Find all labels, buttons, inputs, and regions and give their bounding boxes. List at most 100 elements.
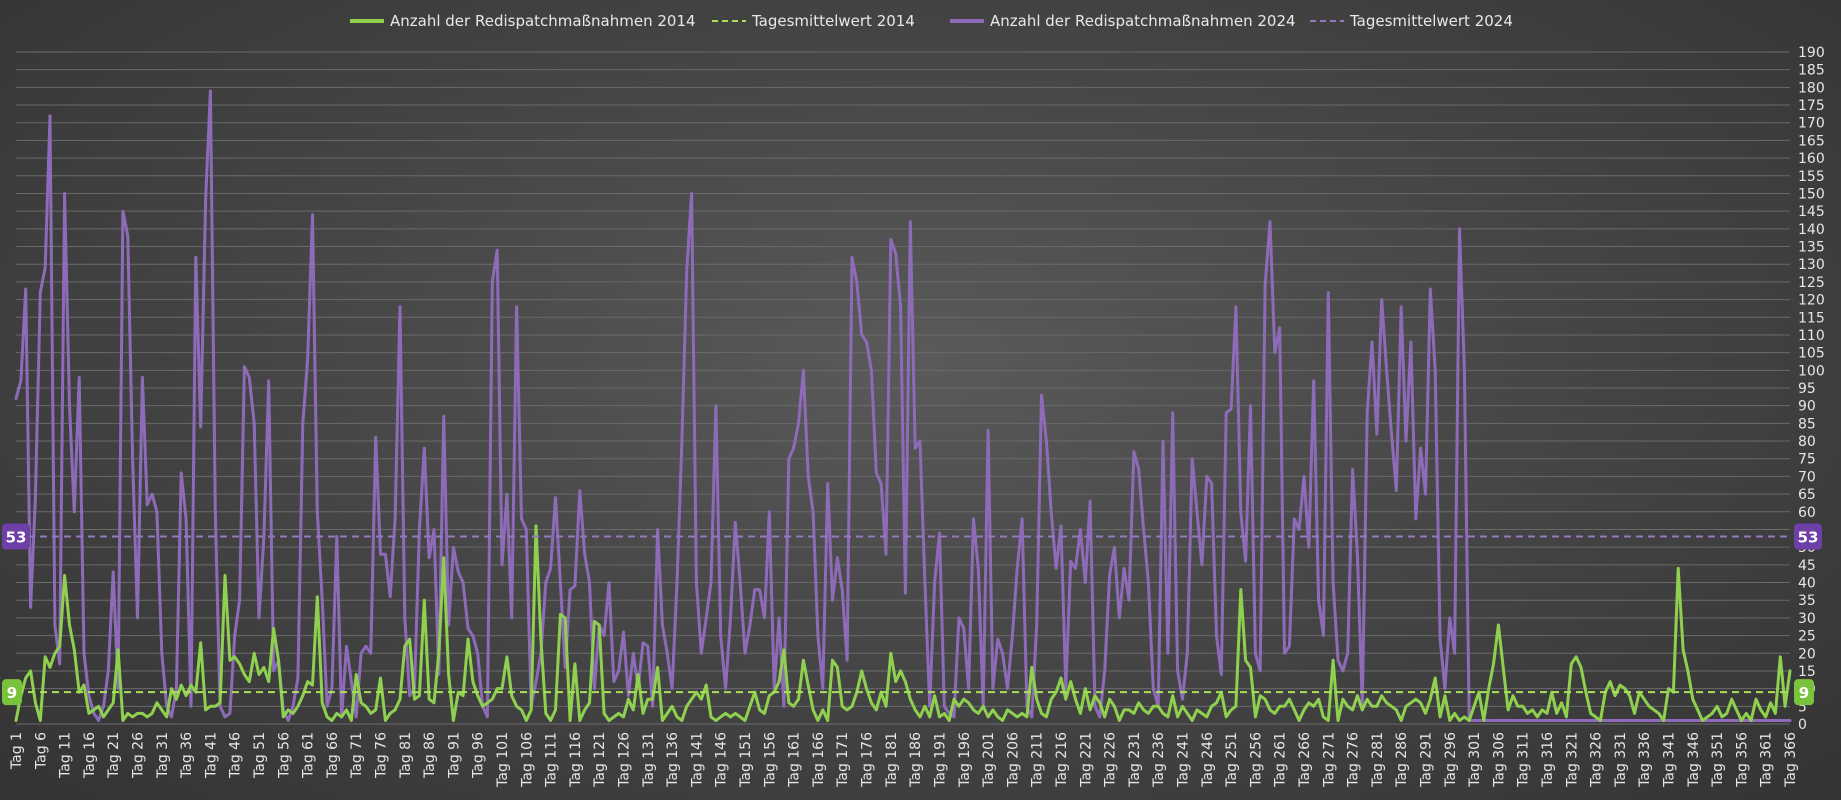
x-tick-label: Tag 16 <box>82 732 98 779</box>
y-tick-label: 175 <box>1798 98 1825 114</box>
x-tick-label: Tag 226 <box>1103 732 1119 788</box>
x-tick-label: Tag 121 <box>592 732 608 788</box>
x-tick-label: Tag 236 <box>1151 732 1167 788</box>
x-tick-label: Tag 36 <box>179 732 195 779</box>
y-tick-label: 130 <box>1798 257 1825 273</box>
y-tick-label: 5 <box>1798 699 1807 715</box>
x-tick-label: Tag 331 <box>1613 732 1629 788</box>
y-tick-label: 90 <box>1798 399 1816 415</box>
x-tick-label: Tag 51 <box>252 732 268 779</box>
x-tick-label: Tag 126 <box>617 732 633 788</box>
y-tick-label: 80 <box>1798 434 1816 450</box>
y-tick-label: 15 <box>1798 664 1816 680</box>
x-tick-label: Tag 266 <box>1297 732 1313 788</box>
y-tick-label: 145 <box>1798 204 1825 220</box>
x-tick-label: Tag 196 <box>957 732 973 788</box>
y-tick-label: 190 <box>1798 45 1825 61</box>
x-tick-label: Tag 101 <box>495 732 511 788</box>
y-tick-label: 25 <box>1798 629 1816 645</box>
x-tick-label: Tag 96 <box>471 732 487 779</box>
y-tick-label: 170 <box>1798 116 1825 132</box>
y-tick-label: 115 <box>1798 310 1825 326</box>
x-tick-label: Tag 311 <box>1516 732 1532 788</box>
x-tick-label: Tag 146 <box>714 732 730 788</box>
y-tick-label: 0 <box>1798 717 1807 733</box>
x-tick-label: Tag 11 <box>58 732 74 779</box>
series-line-anzahl-der-redispatchma-nahmen-2014 <box>14 524 1792 722</box>
mean-badges: 53 53 9 9 <box>2 523 1822 706</box>
x-tick-label: Tag 106 <box>519 732 535 788</box>
legend-label-anzahl-der-redispatchma-nahmen-2024: Anzahl der Redispatchmaßnahmen 2024 <box>990 12 1296 30</box>
y-tick-label: 60 <box>1798 505 1816 521</box>
x-tick-label: Tag 191 <box>932 732 948 788</box>
y-tick-label: 70 <box>1798 469 1816 485</box>
y-tick-label: 125 <box>1798 275 1825 291</box>
x-tick-label: Tag 6 <box>33 732 49 770</box>
series-layer <box>14 89 1792 722</box>
x-tick-label: Tag 1 <box>9 732 25 770</box>
x-tick-label: Tag 201 <box>981 732 997 788</box>
x-tick-label: Tag 156 <box>762 732 778 788</box>
mean-badge-label: 9 <box>1799 684 1809 702</box>
x-tick-label: Tag 291 <box>1418 732 1434 788</box>
x-tick-label: Tag 251 <box>1224 732 1240 788</box>
x-tick-label: Tag 216 <box>1054 732 1070 788</box>
x-tick-label: Tag 81 <box>398 732 414 779</box>
x-tick-label: Tag 341 <box>1661 732 1677 788</box>
x-tick-label: Tag 91 <box>446 732 462 779</box>
x-tick-label: Tag 131 <box>641 732 657 788</box>
x-tick-label: Tag 256 <box>1248 732 1264 788</box>
x-tick-label: Tag 326 <box>1589 732 1605 788</box>
y-tick-label: 140 <box>1798 222 1825 238</box>
x-tick-label: Tag 136 <box>665 732 681 788</box>
x-tick-label: Tag 301 <box>1467 732 1483 788</box>
x-tick-label: Tag 161 <box>787 732 803 788</box>
y-tick-label: 95 <box>1798 381 1816 397</box>
x-tick-label: Tag 231 <box>1127 732 1143 788</box>
x-axis-ticks: Tag 1 Tag 6 Tag 11 Tag 16 Tag 21 Tag 26 Tag 31… <box>9 732 1799 788</box>
y-axis-ticks: 0510152025303540455055606570758085909510… <box>1798 45 1825 733</box>
x-tick-label: Tag 296 <box>1443 732 1459 788</box>
mean-badge-right <box>1794 523 1822 550</box>
x-tick-label: Tag 56 <box>276 732 292 779</box>
y-tick-label: 155 <box>1798 169 1825 185</box>
x-tick-label: Tag 286 <box>1394 732 1410 788</box>
x-tick-label: Tag 241 <box>1175 732 1191 788</box>
x-tick-label: Tag 336 <box>1637 732 1653 788</box>
x-tick-label: Tag 41 <box>203 732 219 779</box>
x-tick-label: Tag 281 <box>1370 732 1386 788</box>
mean-badge-right <box>1794 679 1814 706</box>
x-tick-label: Tag 361 <box>1759 732 1775 788</box>
x-tick-label: Tag 206 <box>1005 732 1021 788</box>
legend-label-tagesmittelwert-2024: Tagesmittelwert 2024 <box>1349 12 1513 30</box>
legend-label-tagesmittelwert-2014: Tagesmittelwert 2014 <box>751 12 915 30</box>
mean-badge-label: 9 <box>7 684 17 702</box>
x-tick-label: Tag 221 <box>1078 732 1094 788</box>
series-line-anzahl-der-redispatchma-nahmen-2024 <box>14 89 1792 722</box>
x-tick-label: Tag 166 <box>811 732 827 788</box>
x-tick-label: Tag 151 <box>738 732 754 788</box>
x-tick-label: Tag 176 <box>860 732 876 788</box>
y-tick-label: 165 <box>1798 133 1825 149</box>
x-tick-label: Tag 356 <box>1734 732 1750 788</box>
y-tick-label: 150 <box>1798 186 1825 202</box>
x-tick-label: Tag 351 <box>1710 732 1726 788</box>
mean-badge-label: 53 <box>1798 529 1819 547</box>
x-tick-label: Tag 186 <box>908 732 924 788</box>
x-tick-label: Tag 76 <box>374 732 390 779</box>
legend: Anzahl der Redispatchmaßnahmen 2014 Tages… <box>350 12 1513 30</box>
x-tick-label: Tag 321 <box>1564 732 1580 788</box>
x-tick-label: Tag 46 <box>228 732 244 779</box>
y-tick-label: 85 <box>1798 416 1816 432</box>
y-tick-label: 105 <box>1798 346 1825 362</box>
x-tick-label: Tag 346 <box>1686 732 1702 788</box>
y-tick-label: 120 <box>1798 293 1825 309</box>
x-tick-label: Tag 21 <box>106 732 122 779</box>
x-tick-label: Tag 86 <box>422 732 438 779</box>
x-tick-label: Tag 211 <box>1030 732 1046 788</box>
y-tick-label: 100 <box>1798 363 1825 379</box>
y-tick-label: 135 <box>1798 240 1825 256</box>
x-tick-label: Tag 316 <box>1540 732 1556 788</box>
y-tick-label: 20 <box>1798 646 1816 662</box>
